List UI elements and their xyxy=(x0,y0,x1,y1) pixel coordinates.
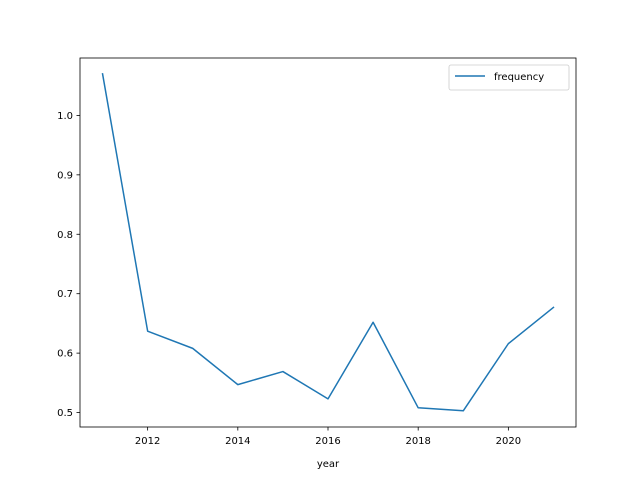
y-tick-label: 0.9 xyxy=(57,170,73,181)
y-tick-label: 1.0 xyxy=(57,111,73,122)
legend: frequency xyxy=(448,64,570,91)
x-tick-label: 2018 xyxy=(405,436,430,447)
series-layer xyxy=(101,72,555,412)
y-axis-ticks: 0.5 0.6 0.7 0.8 0.9 1.0 xyxy=(57,111,80,419)
y-tick-label: 0.7 xyxy=(57,289,73,300)
x-tick-label: 2016 xyxy=(315,436,340,447)
series-line-frequency xyxy=(101,72,555,412)
y-tick-label: 0.6 xyxy=(57,349,73,360)
plot-frame xyxy=(79,57,577,428)
x-axis-ticks: 2012 2014 2016 2018 2020 xyxy=(135,427,521,447)
y-tick-label: 0.5 xyxy=(57,408,73,419)
x-tick-label: 2014 xyxy=(225,436,250,447)
plot-area xyxy=(80,58,576,427)
legend-box xyxy=(448,64,570,91)
x-axis-label: year xyxy=(317,459,340,470)
x-tick-label: 2020 xyxy=(496,436,521,447)
legend-label-frequency: frequency xyxy=(494,72,544,83)
x-tick-label: 2012 xyxy=(135,436,160,447)
y-tick-label: 0.8 xyxy=(57,230,73,241)
